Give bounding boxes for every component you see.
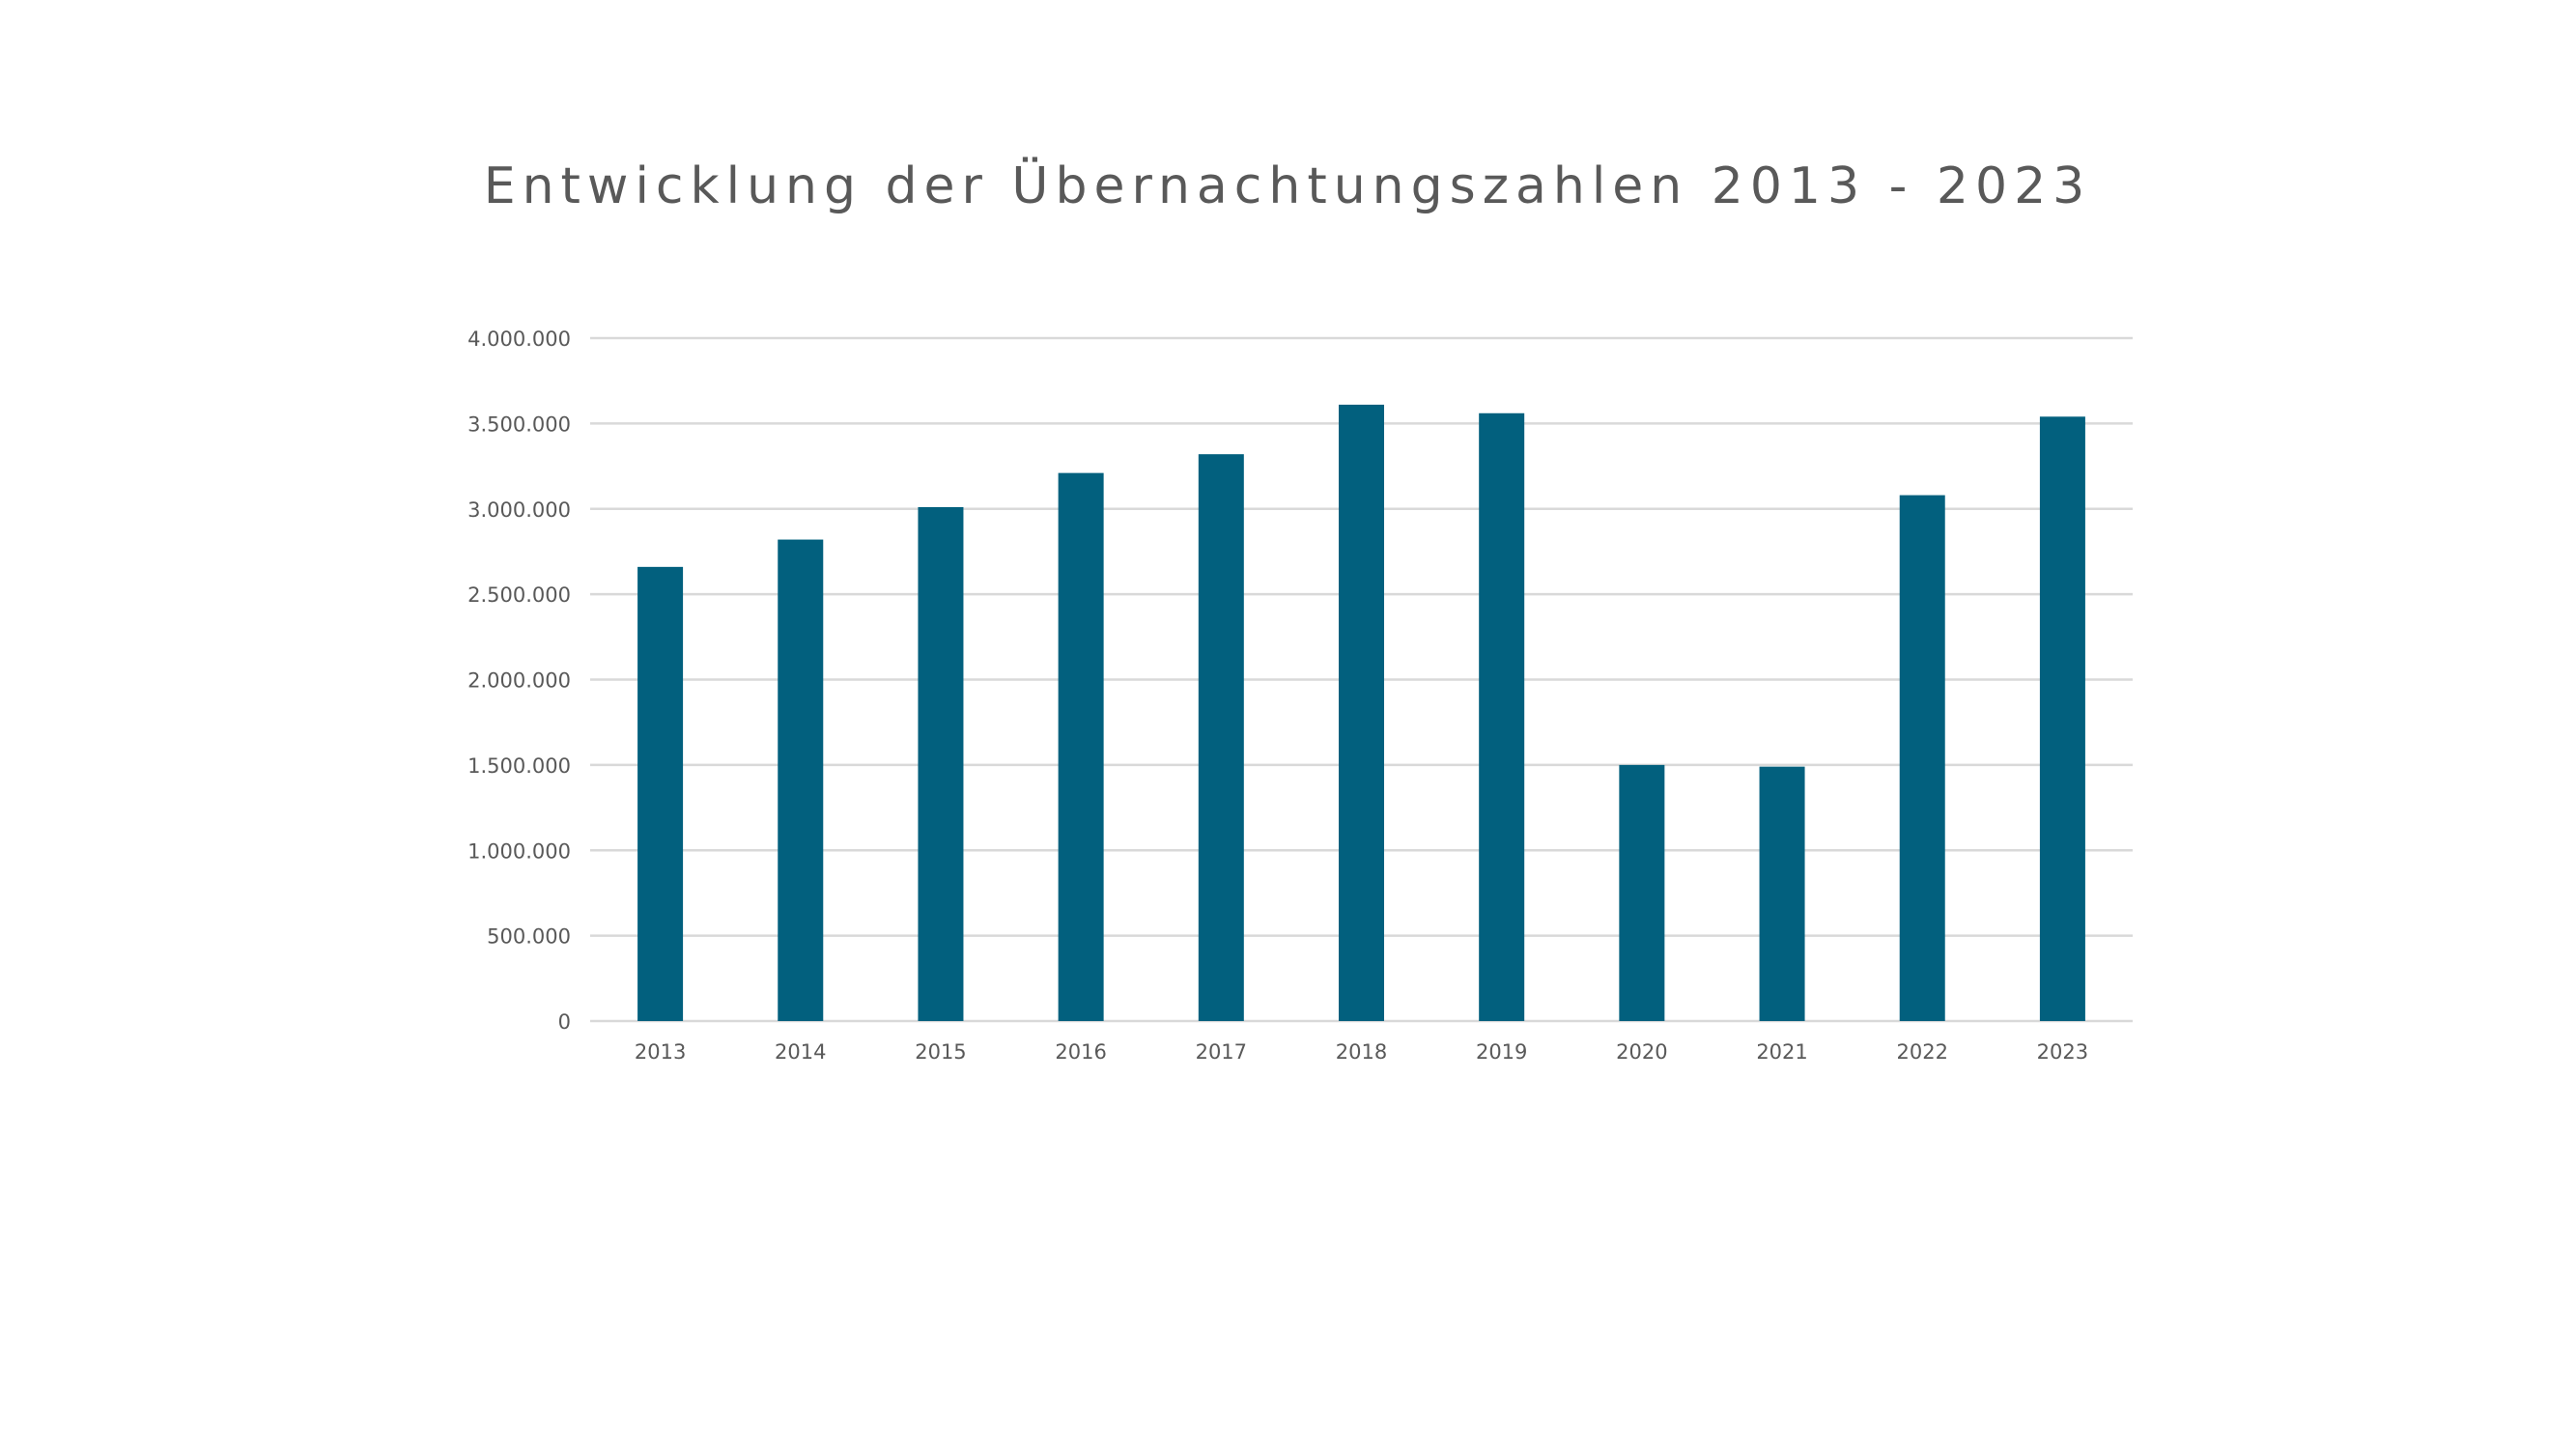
bar-2016 [1058,472,1104,1021]
x-tick-label: 2018 [1336,1040,1387,1064]
x-axis-tick-labels: 2013 2014 2015 2016 2017 2018 2019 2020 2021 2022… [635,1040,2088,1064]
bars [637,404,2085,1021]
x-tick-label: 2019 [1476,1040,1527,1064]
bar-2017 [1198,454,1244,1021]
y-tick-label: 2.000.000 [467,669,571,693]
x-tick-label: 2022 [1897,1040,1948,1064]
x-tick-label: 2013 [635,1040,686,1064]
bar-2014 [778,539,824,1021]
x-tick-label: 2015 [915,1040,966,1064]
y-tick-label: 1.500.000 [467,754,571,778]
y-tick-label: 1.000.000 [467,839,571,863]
bar-2018 [1339,404,1384,1021]
x-tick-label: 2016 [1055,1040,1106,1064]
x-tick-label: 2014 [775,1040,826,1064]
bar-2013 [637,566,684,1021]
bar-2023 [2039,416,2085,1021]
y-tick-label: 4.000.000 [467,327,571,351]
y-tick-label: 500.000 [487,925,571,949]
bar-2019 [1479,412,1525,1021]
y-tick-label: 3.000.000 [467,498,571,522]
x-tick-label: 2020 [1616,1040,1667,1064]
x-tick-label: 2017 [1196,1040,1247,1064]
bar-2020 [1619,764,1665,1021]
x-tick-label: 2023 [2037,1040,2088,1064]
bar-2021 [1759,766,1805,1021]
x-tick-label: 2021 [1756,1040,1807,1064]
bar-2015 [918,506,964,1021]
y-tick-label: 0 [558,1010,571,1034]
y-tick-label: 3.500.000 [467,412,571,436]
y-tick-label: 2.500.000 [467,583,571,607]
chart-title: Entwicklung der Übernachtungszahlen 2013… [484,156,2092,215]
y-axis-tick-labels: 0 500.000 1.000.000 1.500.000 2.000.000 2.500… [467,327,571,1034]
bar-2022 [1899,495,1945,1021]
